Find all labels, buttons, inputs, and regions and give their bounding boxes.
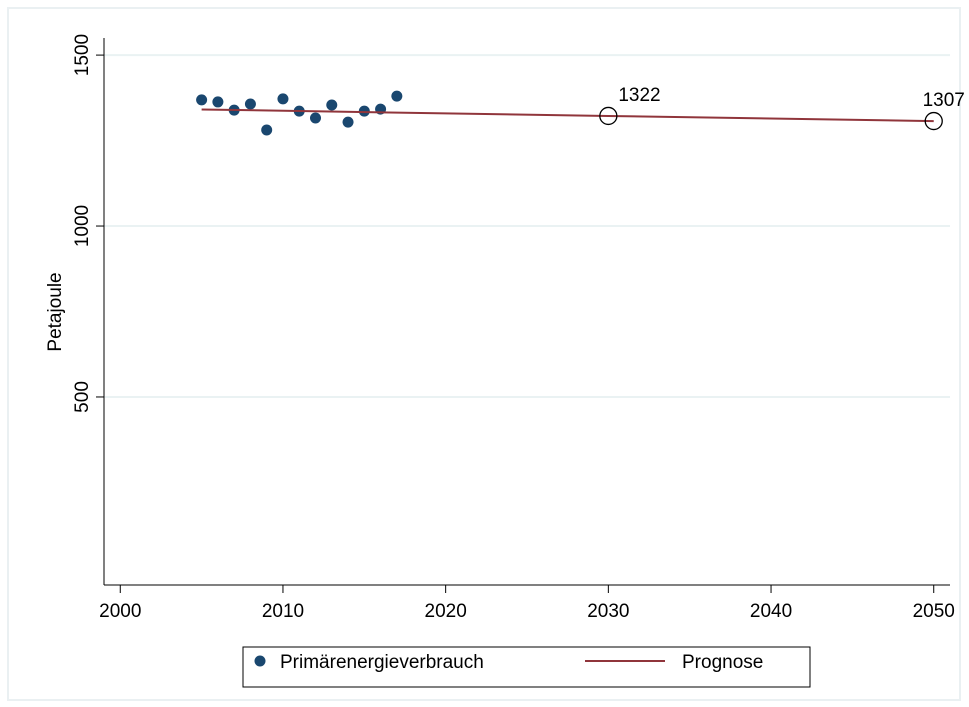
point bbox=[212, 96, 224, 108]
point bbox=[277, 93, 289, 105]
legend-label: Prognose bbox=[682, 652, 763, 673]
point bbox=[244, 98, 256, 110]
point bbox=[342, 116, 354, 128]
x-tick-label: 2010 bbox=[262, 601, 304, 622]
forecast-marker bbox=[599, 106, 618, 126]
point bbox=[391, 90, 403, 102]
forecast-marker bbox=[924, 111, 943, 131]
frame bbox=[7, 7, 961, 701]
data-label: 1307 bbox=[923, 90, 965, 111]
point bbox=[310, 112, 321, 124]
point bbox=[261, 124, 273, 136]
data-label: 1322 bbox=[618, 85, 660, 106]
y-axis-label: Petajoule bbox=[45, 272, 66, 351]
point bbox=[326, 99, 338, 111]
line bbox=[201, 108, 934, 123]
x-tick-label: 2050 bbox=[913, 601, 955, 622]
legend-marker bbox=[254, 655, 266, 667]
legend-label: Primärenergieverbrauch bbox=[280, 652, 484, 673]
x-tick-label: 2020 bbox=[425, 601, 467, 622]
y-tick-label: 500 bbox=[72, 381, 93, 413]
x-tick-label: 2040 bbox=[750, 601, 792, 622]
legend-box bbox=[242, 646, 811, 688]
point bbox=[196, 94, 208, 106]
x-tick-label: 2000 bbox=[99, 601, 141, 622]
y-tick-label: 1500 bbox=[72, 34, 93, 76]
x-tick-label: 2030 bbox=[587, 601, 629, 622]
y-tick-label: 1000 bbox=[72, 205, 93, 247]
